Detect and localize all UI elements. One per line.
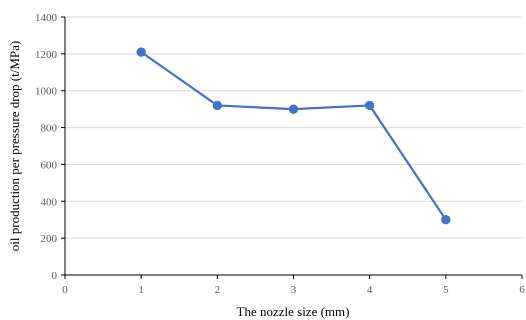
x-tick-label: 6	[519, 284, 525, 296]
gridlines	[65, 16, 522, 239]
x-tick-label: 1	[138, 284, 144, 296]
x-tick-label: 4	[367, 284, 373, 296]
x-tick-label: 5	[443, 284, 449, 296]
y-tick-label: 1400	[35, 12, 58, 24]
y-tick-label: 600	[41, 159, 58, 171]
x-tick-label: 0	[62, 284, 68, 296]
y-axis-title: oil production per pressure drop (t/MPa)	[7, 41, 22, 251]
y-tick-label: 400	[41, 196, 58, 208]
data-point	[288, 104, 299, 114]
x-axis-title: The nozzle size (mm)	[237, 304, 350, 319]
series-line-0	[140, 51, 447, 221]
y-tick-label: 200	[41, 233, 58, 245]
y-tick-label: 800	[41, 123, 58, 135]
y-tick-label: 1200	[35, 49, 58, 61]
y-tick-label: 0	[52, 270, 58, 282]
y-tick-label: 1000	[35, 86, 58, 98]
data-point	[136, 47, 146, 57]
data-point	[364, 100, 375, 111]
axes: 0 200 400 600 800 1000 1200 1400 0 1 2 3 4 5 6	[35, 12, 525, 296]
x-tick-label: 3	[291, 284, 297, 296]
data-point	[441, 215, 451, 225]
data-point	[212, 100, 223, 111]
series-layer	[136, 47, 451, 225]
x-tick-label: 2	[215, 284, 221, 296]
